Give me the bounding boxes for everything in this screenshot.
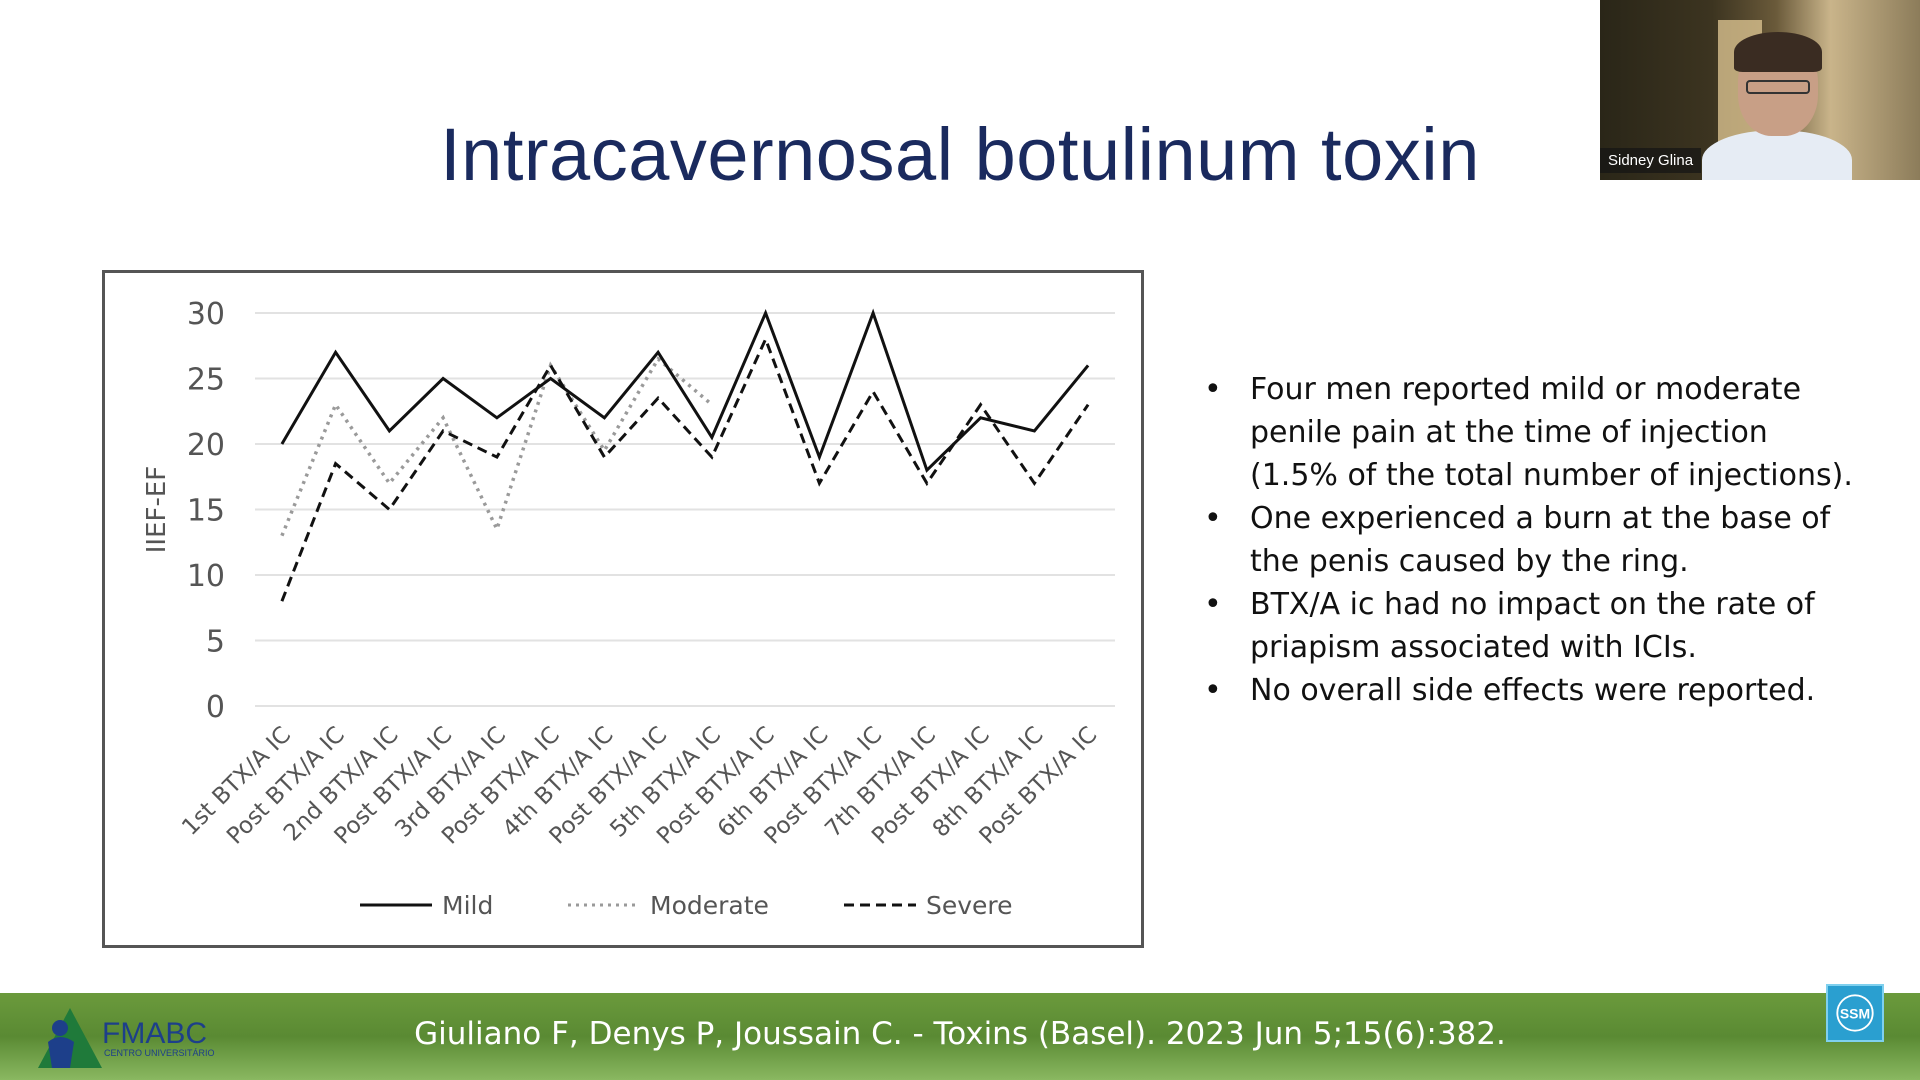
bullet-dot-icon: •	[1204, 673, 1222, 708]
footer-bar: FMABC CENTRO UNIVERSITÁRIO Giuliano F, D…	[0, 993, 1920, 1080]
presenter-shirt	[1702, 130, 1852, 180]
y-tick-label: 30	[187, 297, 225, 332]
y-axis-label: IIEF-EF	[142, 466, 172, 553]
y-tick-label: 25	[187, 363, 225, 398]
y-tick-label: 15	[187, 494, 225, 529]
presenter-hair	[1734, 32, 1822, 72]
fmabc-logo: FMABC CENTRO UNIVERSITÁRIO	[38, 1008, 215, 1068]
participant-name: Sidney Glina	[1600, 148, 1702, 173]
bullet-item: • Four men reported mild or moderate peni…	[1200, 368, 1860, 497]
bullet-item: • One experienced a burn at the base of t…	[1200, 497, 1860, 583]
bullet-dot-icon: •	[1204, 587, 1222, 622]
y-tick-label: 20	[187, 428, 225, 463]
y-tick-label: 10	[187, 559, 225, 594]
bullet-item: • No overall side effects were reported.	[1200, 669, 1860, 712]
reference-citation: Giuliano F, Denys P, Joussain C. - Toxin…	[414, 1016, 1506, 1052]
presenter-glasses	[1746, 80, 1810, 94]
legend-label-moderate: Moderate	[650, 891, 769, 920]
bullet-item: • BTX/A ic had no impact on the rate of p…	[1200, 583, 1860, 669]
logo-text: FMABC	[102, 1017, 207, 1050]
slide-title: Intracavernosal botulinum toxin	[440, 113, 1480, 196]
legend-label-mild: Mild	[442, 891, 493, 920]
bullet-text: BTX/A ic had no impact on the rate of pr…	[1250, 587, 1815, 665]
legend-label-severe: Severe	[926, 891, 1013, 920]
ssm-logo-text: SSM	[1840, 1006, 1870, 1022]
chart-frame: 0 5 10 15 20 25 30 IIEF-EF 1st BTX/A IC Post BTX/…	[102, 270, 1144, 948]
ssm-logo: SSM	[1826, 984, 1884, 1042]
bullet-dot-icon: •	[1204, 372, 1222, 407]
y-tick-label: 5	[206, 625, 225, 660]
bullet-list: • Four men reported mild or moderate peni…	[1200, 368, 1860, 712]
bullet-dot-icon: •	[1204, 501, 1222, 536]
bullet-text: No overall side effects were reported.	[1250, 673, 1816, 708]
logo-subtext: CENTRO UNIVERSITÁRIO	[104, 1048, 215, 1058]
series-line-mild	[280, 308, 1090, 473]
bullet-text: One experienced a burn at the base of th…	[1250, 501, 1831, 579]
webcam-video[interactable]: Sidney Glina	[1600, 0, 1920, 180]
bullet-text: Four men reported mild or moderate penil…	[1250, 372, 1853, 493]
y-tick-label: 0	[206, 690, 225, 725]
